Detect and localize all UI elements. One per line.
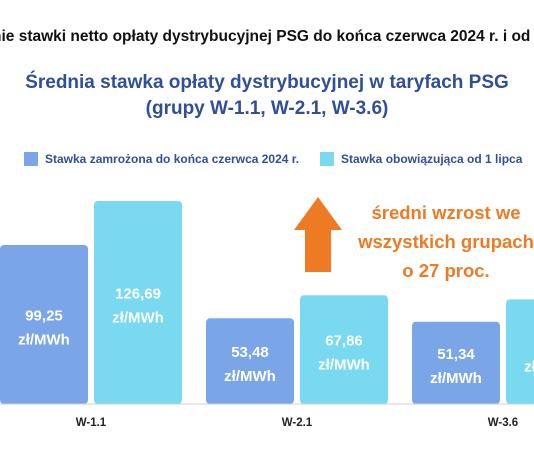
bar-value-labels: 99,25 zł/MWh 126,69 zł/MWh 53,48 zł/MWh 67,86 z… [18,286,534,387]
legend-label-frozen: Stawka zamrożona do końca czerwca 2024 r… [45,152,300,166]
legend-swatch-frozen [24,152,38,166]
category-labels: W-1.1 W-2.1 W-3.6 [76,417,518,429]
legend-swatch-new [320,152,334,166]
category-label-W-3.6: W-3.6 [488,417,518,429]
bar-unit-W-1.1-series-0: zł/MWh [18,331,70,348]
category-label-W-1.1: W-1.1 [76,417,107,429]
callout-line-2: wszystkich grupach [358,231,534,252]
bar-unit-W-2.1-series-0: zł/MWh [224,368,276,385]
bar-unit-W-1.1-series-1: zł/MWh [112,310,164,327]
bar-value-W-3.6-series-0: 51,34 [437,346,475,363]
legend-item-frozen: Stawka zamrożona do końca czerwca 2024 r… [24,152,299,166]
bar-value-W-2.1-series-1: 67,86 [325,333,363,350]
category-label-W-2.1: W-2.1 [282,417,313,429]
callout-line-3: o 27 proc. [402,260,490,281]
bar-W-2.1-series-0 [206,318,294,404]
bar-unit-W-3.6-series-1: zł/MWh [524,359,534,376]
up-arrow-icon [294,197,342,272]
bar-W-1.1-series-0 [0,244,88,404]
chart-title: Średnia stawka opłaty dystrybucyjnej w t… [25,72,509,93]
legend-label-new: Stawka obowiązująca od 1 lipca [341,152,523,166]
bars-group [0,201,534,404]
chart-subtitle: (grupy W-1.1, W-2.1, W-3.6) [145,98,389,119]
increase-callout: średni wzrost we wszystkich grupach o 27… [336,198,534,285]
page-header-title: nie stawki netto opłaty dystrybucyjnej P… [0,28,534,45]
bar-value-W-1.1-series-1: 126,69 [115,286,161,303]
bar-W-3.6-series-1 [506,299,534,404]
bar-unit-W-3.6-series-0: zł/MWh [430,370,482,387]
bar-W-2.1-series-1 [300,295,388,404]
bar-value-W-1.1-series-0: 99,25 [25,307,63,324]
bar-value-W-2.1-series-0: 53,48 [231,344,269,361]
bar-W-1.1-series-1 [94,201,182,404]
bar-unit-W-2.1-series-1: zł/MWh [318,357,370,374]
bar-W-3.6-series-0 [412,321,500,404]
callout-line-1: średni wzrost we [371,202,521,223]
legend-item-new: Stawka obowiązująca od 1 lipca [320,152,522,166]
